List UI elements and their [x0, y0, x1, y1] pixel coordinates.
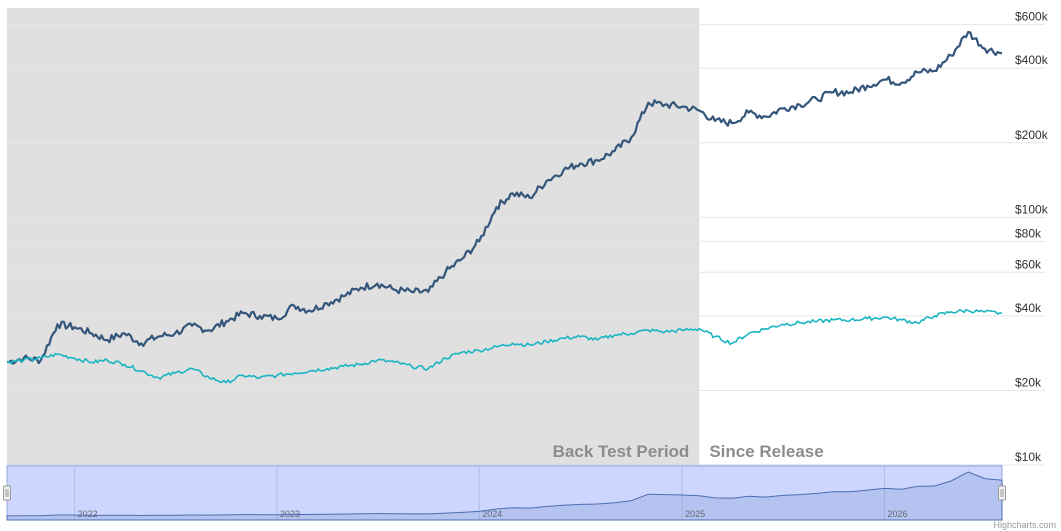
plot-band-1 — [699, 8, 1002, 465]
y-tick-label: $80k — [1015, 226, 1042, 240]
navigator-year-label: 2022 — [78, 509, 98, 519]
navigator-year-label: 2025 — [685, 509, 705, 519]
navigator-year-label: 2026 — [887, 509, 907, 519]
y-tick-label: $60k — [1015, 257, 1042, 271]
plot-bands — [7, 8, 1002, 465]
series-lines — [6, 30, 1003, 384]
plot-band-0 — [7, 8, 700, 465]
y-tick-label: $600k — [1015, 10, 1049, 24]
navigator-right-handle[interactable] — [998, 485, 1006, 501]
navigator-year-label: 2024 — [482, 509, 502, 519]
band-labels: Back Test Period Since Release — [553, 442, 824, 461]
y-tick-label: $10k — [1015, 450, 1042, 464]
y-tick-label: $200k — [1015, 128, 1049, 142]
y-tick-label: $20k — [1015, 375, 1042, 389]
y-tick-label: $100k — [1015, 202, 1049, 216]
band-label-back-test: Back Test Period — [553, 442, 690, 461]
series-line-1 — [6, 309, 1003, 384]
y-gridlines — [7, 24, 1045, 466]
series-line-0 — [6, 30, 1003, 365]
y-tick-label: $40k — [1015, 301, 1042, 315]
credits-link[interactable]: Highcharts.com — [993, 520, 1056, 530]
y-axis-labels: $10k $20k $40k $60k $80k $100k $200k $400k $600k — [1015, 10, 1049, 464]
navigator[interactable]: 20222023202420252026 — [3, 465, 1006, 521]
band-label-since-release: Since Release — [709, 442, 823, 461]
y-tick-label: $400k — [1015, 53, 1049, 67]
navigator-series — [6, 471, 1003, 521]
navigator-left-handle[interactable] — [3, 485, 11, 501]
navigator-range-mask[interactable] — [6, 465, 1003, 521]
